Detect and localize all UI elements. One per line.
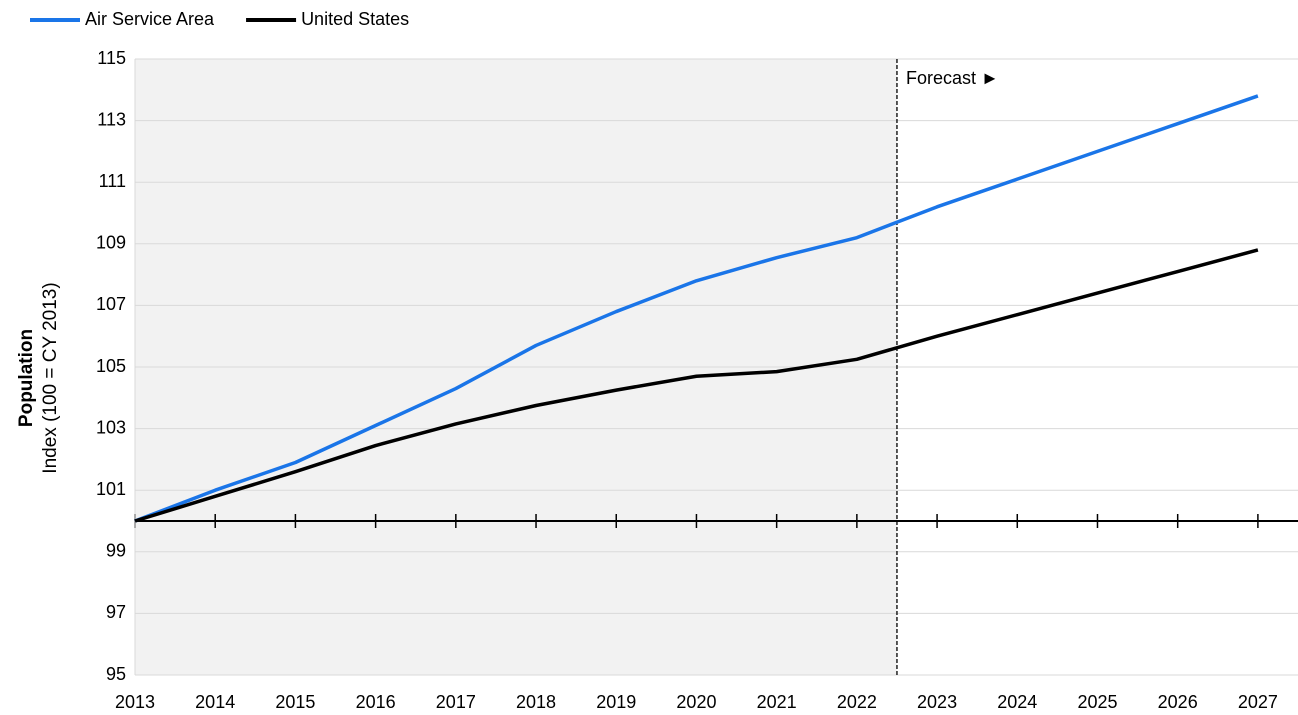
x-tick-label: 2022 [837, 692, 877, 712]
series-line [134, 248, 1259, 523]
x-tick-label: 2020 [676, 692, 716, 712]
y-tick-label: 95 [106, 664, 126, 684]
y-tick-label: 109 [96, 233, 126, 253]
series-line [134, 94, 1259, 523]
legend-label: United States [301, 9, 409, 29]
y-tick-label: 97 [106, 602, 126, 622]
x-tick-label: 2017 [436, 692, 476, 712]
x-tick-label: 2021 [757, 692, 797, 712]
x-tick-label: 2013 [115, 692, 155, 712]
y-tick-label: 101 [96, 479, 126, 499]
x-tick-label: 2024 [997, 692, 1037, 712]
y-tick-label: 103 [96, 417, 126, 437]
y-tick-label: 111 [99, 171, 126, 191]
x-tick-label: 2019 [596, 692, 636, 712]
x-tick-label: 2027 [1238, 692, 1278, 712]
y-axis-label: Index (100 = CY 2013) [40, 282, 61, 473]
y-axis-title: Population [16, 329, 37, 427]
x-tick-label: 2014 [195, 692, 235, 712]
legend-label: Air Service Area [85, 9, 215, 29]
y-tick-label: 105 [96, 356, 126, 376]
x-tick-label: 2026 [1158, 692, 1198, 712]
x-tick-label: 2016 [356, 692, 396, 712]
y-tick-label: 107 [96, 294, 126, 314]
y-tick-label: 99 [106, 541, 126, 561]
x-tick-label: 2023 [917, 692, 957, 712]
y-tick-label: 115 [97, 48, 126, 68]
x-tick-label: 2018 [516, 692, 556, 712]
x-tick-label: 2015 [275, 692, 315, 712]
x-tick-label: 2025 [1077, 692, 1117, 712]
forecast-annotation: Forecast ► [906, 68, 999, 88]
y-tick-label: 113 [97, 109, 126, 129]
